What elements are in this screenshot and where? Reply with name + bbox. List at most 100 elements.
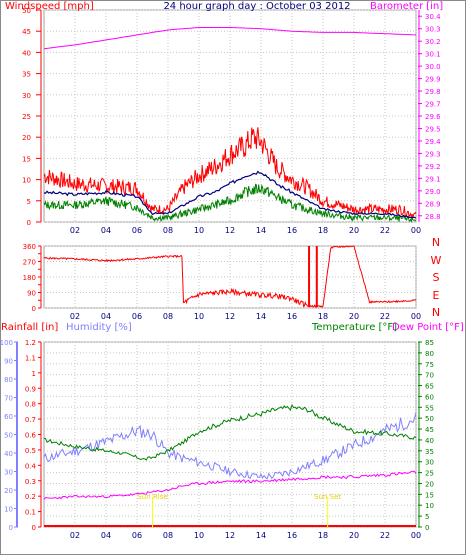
y-tick-label: 15 <box>22 155 31 163</box>
y-right-tick-label: 30.1 <box>425 51 441 59</box>
y-rain-tick-label: 0.4 <box>25 462 37 470</box>
y-right-tick-label: 50 <box>425 415 434 423</box>
x-tick-label: 10 <box>194 531 204 540</box>
compass-label: W <box>431 254 442 267</box>
x-tick-label: 04 <box>101 531 111 540</box>
y-right-tick-label: 30 <box>425 459 434 467</box>
y-rain-tick-label: 0.9 <box>25 385 36 393</box>
y-right-tick-label: 70 <box>425 372 434 380</box>
y-right-tick-label: 29.2 <box>425 163 441 171</box>
y-tick-label: 25 <box>22 113 31 121</box>
y-right-tick-label: 29.7 <box>425 101 441 109</box>
x-tick-label: 22 <box>380 312 390 321</box>
y-rain-tick-label: 0.5 <box>25 447 36 455</box>
y-humidity-tick-label: 80 <box>4 376 13 384</box>
y-rain-tick-label: 0.6 <box>25 432 37 440</box>
y-tick-label: 30 <box>22 92 31 100</box>
x-tick-label: 08 <box>163 312 173 321</box>
series-dew-point <box>43 470 417 500</box>
x-tick-label: 12 <box>225 531 235 540</box>
x-tick-label: 20 <box>349 226 359 235</box>
y-tick-label: 180 <box>23 274 36 282</box>
series-humidity <box>43 411 417 480</box>
x-tick-label: 10 <box>194 312 204 321</box>
y-rain-tick-label: 0.7 <box>25 416 36 424</box>
x-tick-label: 04 <box>101 226 111 235</box>
y-humidity-tick-label: 70 <box>4 395 13 403</box>
y-humidity-tick-label: 50 <box>4 432 13 440</box>
chart-title: 24 hour graph day : October 03 2012 <box>163 1 350 12</box>
y-humidity-tick-label: 60 <box>4 413 13 421</box>
humidity-axis-title: Humidity [%] <box>66 322 132 333</box>
compass-label: N <box>432 306 440 319</box>
y-right-tick-label: 25 <box>425 470 434 478</box>
x-tick-label: 22 <box>380 531 390 540</box>
x-tick-label: 14 <box>256 531 266 540</box>
y-right-tick-label: 29.5 <box>425 125 441 133</box>
y-tick-label: 35 <box>22 71 31 79</box>
y-right-tick-label: 30.3 <box>425 26 441 34</box>
x-tick-label: 18 <box>318 312 328 321</box>
y-rain-tick-label: 0.2 <box>25 493 36 501</box>
y-right-tick-label: 60 <box>425 393 434 401</box>
x-tick-label: 06 <box>132 531 142 540</box>
y-rain-tick-label: 0.8 <box>25 401 36 409</box>
y-right-tick-label: 15 <box>425 491 434 499</box>
y-humidity-tick-label: 90 <box>4 358 13 366</box>
x-tick-label: 04 <box>101 312 111 321</box>
x-tick-label: 12 <box>225 312 235 321</box>
dewpoint-axis-title: Dew Point [°F] <box>392 322 464 333</box>
y-rain-tick-label: 0.1 <box>25 509 36 517</box>
series-wind-average <box>43 170 417 219</box>
x-tick-label: 18 <box>318 226 328 235</box>
y-right-tick-label: 45 <box>425 426 434 434</box>
left-axis-title: Windspeed [mph] <box>5 1 94 12</box>
x-tick-label: 12 <box>225 226 235 235</box>
y-tick-label: 50 <box>22 7 31 15</box>
series-temperature <box>43 403 417 461</box>
y-right-tick-label: 29.1 <box>425 175 441 183</box>
x-tick-label: 20 <box>349 531 359 540</box>
x-tick-label: 16 <box>287 226 297 235</box>
y-right-tick-label: 75 <box>425 361 434 369</box>
y-rain-tick-label: 1.2 <box>25 339 36 347</box>
compass-label: S <box>433 271 440 284</box>
y-right-tick-label: 29.8 <box>425 88 441 96</box>
rain-axis-title: Rainfall [in] <box>1 322 58 333</box>
x-tick-label: 02 <box>70 226 80 235</box>
y-right-tick-label: 0 <box>425 524 429 532</box>
y-tick-label: 270 <box>23 259 36 267</box>
y-tick-label: 5 <box>27 198 31 206</box>
y-right-tick-label: 28.8 <box>425 213 441 221</box>
y-tick-label: 360 <box>23 243 36 251</box>
y-tick-label: 0 <box>27 219 31 227</box>
y-rain-tick-label: 0 <box>32 524 36 532</box>
y-right-tick-label: 65 <box>425 383 434 391</box>
y-right-tick-label: 30.0 <box>425 63 441 71</box>
x-tick-label: 02 <box>70 531 80 540</box>
y-right-tick-label: 40 <box>425 437 434 445</box>
y-tick-label: 40 <box>22 49 31 57</box>
x-tick-label: 14 <box>256 312 266 321</box>
y-right-tick-label: 30.2 <box>425 38 441 46</box>
y-humidity-tick-label: 0 <box>9 524 13 532</box>
y-rain-tick-label: 1.1 <box>25 354 36 362</box>
y-right-tick-label: 20 <box>425 480 434 488</box>
series-wind-speed <box>43 183 417 223</box>
y-right-tick-label: 30.4 <box>425 13 441 21</box>
x-tick-label: 18 <box>318 531 328 540</box>
y-right-tick-label: 29.9 <box>425 76 441 84</box>
series-wind-direction <box>43 245 417 309</box>
y-right-tick-label: 55 <box>425 404 434 412</box>
y-tick-label: 0 <box>32 305 36 313</box>
x-tick-label: 08 <box>163 226 173 235</box>
x-tick-label: 00 <box>411 531 421 540</box>
y-rain-tick-label: 1 <box>32 370 36 378</box>
x-tick-label: 06 <box>132 226 142 235</box>
series-barometer <box>43 27 417 50</box>
temperature-axis-title: Temperature [°F] <box>311 322 397 333</box>
y-right-tick-label: 29.6 <box>425 113 441 121</box>
sunrise-label: Sun Rise <box>137 493 167 501</box>
y-right-tick-label: 29.0 <box>425 188 441 196</box>
